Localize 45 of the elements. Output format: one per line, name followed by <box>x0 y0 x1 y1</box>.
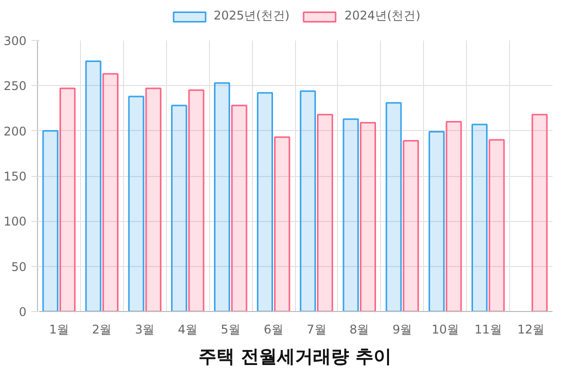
bar <box>214 82 230 312</box>
bar <box>342 118 359 312</box>
x-tick-label: 7월 <box>306 322 326 336</box>
text: 주택 전월세거래량 추이 <box>198 346 392 368</box>
bar <box>102 73 119 312</box>
bar <box>85 60 102 312</box>
y-tick-label: 50 <box>11 260 27 274</box>
bar <box>231 104 248 312</box>
y-tick-label: 0 <box>18 305 27 319</box>
x-tick-label: 12월 <box>517 322 545 336</box>
bar <box>42 130 58 312</box>
bar <box>300 90 316 312</box>
bar <box>446 121 462 312</box>
bar <box>256 92 274 312</box>
x-tick-label: 1월 <box>49 322 69 336</box>
bar <box>128 96 144 312</box>
x-tick-label: 5월 <box>220 322 240 336</box>
bar <box>471 124 488 312</box>
y-tick-label: 150 <box>4 170 26 184</box>
bar <box>386 102 402 312</box>
bar <box>316 114 334 312</box>
y-tick-label: 200 <box>4 124 26 138</box>
bar <box>188 89 204 312</box>
x-tick-label: 6월 <box>264 322 284 336</box>
bar <box>274 136 290 312</box>
bar <box>171 104 188 312</box>
x-tick-label: 11월 <box>474 322 502 336</box>
bar <box>59 88 76 312</box>
x-tick-label: 9월 <box>392 322 412 336</box>
bar <box>532 114 548 312</box>
legend-label: 2024년(천건) <box>344 8 420 24</box>
y-tick-label: 250 <box>4 79 26 94</box>
bar <box>428 130 445 312</box>
x-tick-label: 2월 <box>92 322 112 336</box>
x-tick-label: 3월 <box>134 322 155 336</box>
x-tick-label: 8월 <box>350 322 370 336</box>
bar <box>402 140 419 312</box>
x-tick-label: 10월 <box>432 322 459 336</box>
bar <box>488 139 505 312</box>
y-tick-label: 100 <box>4 214 26 229</box>
y-tick-label: 300 <box>4 34 26 48</box>
bar <box>360 122 376 312</box>
legend-label: 2025년(천건) <box>214 8 290 24</box>
x-tick-label: 4월 <box>178 322 198 336</box>
bar <box>145 88 162 312</box>
